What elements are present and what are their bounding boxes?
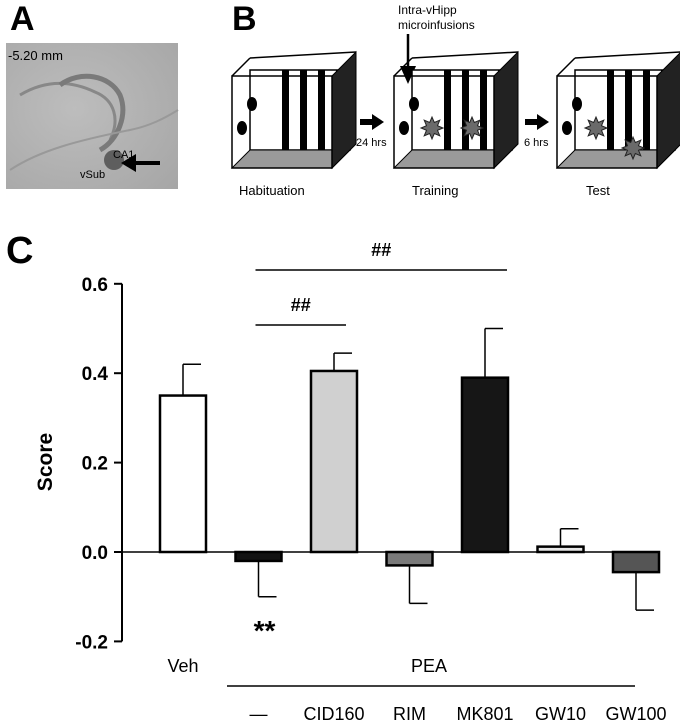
arena-frame [556, 75, 658, 169]
arrow-head-icon [121, 154, 136, 172]
wall-dot [572, 97, 582, 111]
wall-stripe [282, 70, 289, 150]
stage-label-training: Training [412, 183, 458, 198]
y-tick-label: 0.6 [82, 275, 108, 296]
hippocampus-outline [19, 81, 117, 141]
bar-3 [385, 550, 434, 567]
wall-stripe [444, 70, 451, 150]
y-tick-label: 0.0 [82, 543, 108, 564]
bar-1 [234, 550, 283, 563]
panel-b-letter: B [232, 0, 257, 38]
arena-edge [249, 51, 357, 59]
novel-object-icon [583, 115, 609, 141]
bar-2 [309, 369, 359, 554]
bar-6 [611, 550, 661, 574]
infusion-label-line2: microinfusions [398, 18, 475, 32]
arena-box-2 [392, 50, 519, 170]
arena-edge [556, 57, 576, 77]
interval-arrow-2 [525, 114, 549, 130]
category-label-0: Veh [167, 656, 198, 676]
pea-group-label: PEA [411, 656, 447, 676]
novel-object-icon [620, 135, 646, 161]
y-tick-label: 0.2 [82, 454, 108, 475]
wall-dot [562, 121, 572, 135]
arena-edge [411, 51, 519, 59]
significance-label-2: ## [371, 240, 391, 260]
wall-dot [409, 97, 419, 111]
novel-object-icon [419, 115, 445, 141]
depth-label: -5.20 mm [8, 48, 63, 63]
behavior-schematic: Intra-vHipp microinfusions 24 hrs 6 hrs … [230, 3, 680, 198]
bar-5 [536, 545, 585, 554]
stage-label-test: Test [586, 183, 610, 198]
arena-frame [393, 75, 495, 169]
interval-label-1: 24 hrs [356, 137, 387, 149]
interval-label-2: 6 hrs [524, 137, 549, 149]
significance-label-1: ## [291, 295, 311, 315]
category-label-1: — [250, 704, 268, 724]
vsub-label: vSub [80, 169, 105, 181]
arena-box-3 [555, 51, 680, 170]
ca1-label: CA1 [113, 149, 134, 161]
wall-stripe [318, 70, 325, 150]
category-label-5: GW10 [535, 704, 586, 724]
category-label-3: RIM [393, 704, 426, 724]
panel-a-letter: A [10, 0, 35, 38]
wall-dot [399, 121, 409, 135]
arena-frame [231, 75, 333, 169]
arena-edge [393, 57, 413, 77]
significance-stars: ** [254, 615, 276, 646]
wall-dot [247, 97, 257, 111]
interval-arrow-1 [360, 114, 384, 130]
arena-edge [574, 51, 680, 59]
category-label-6: GW100 [605, 704, 666, 724]
y-axis-label: Score [34, 433, 57, 491]
ca-field [58, 73, 126, 153]
wall-stripe [607, 70, 614, 150]
novel-object-icon [459, 115, 485, 141]
category-label-4: MK801 [456, 704, 513, 724]
y-tick-label: -0.2 [75, 632, 108, 653]
wall-stripe [480, 70, 487, 150]
wall-stripe [300, 70, 307, 150]
tissue-fold [9, 109, 179, 171]
category-label-2: CID160 [303, 704, 364, 724]
histology-image: -5.20 mm CA1 vSub [6, 43, 179, 189]
bar-0 [158, 394, 208, 554]
y-tick-label: 0.4 [82, 364, 109, 385]
wall-dot [237, 121, 247, 135]
infusion-label-line1: Intra-vHipp [398, 3, 457, 17]
wall-stripe [643, 70, 650, 150]
wall-stripe [462, 70, 469, 150]
bar-4 [460, 376, 510, 554]
arena-box-1 [230, 50, 357, 170]
arena-edge [231, 57, 251, 77]
infusion-site [104, 150, 124, 170]
panel-c-letter: C [6, 230, 34, 272]
stage-label-habituation: Habituation [239, 183, 305, 198]
wall-stripe [625, 70, 632, 150]
